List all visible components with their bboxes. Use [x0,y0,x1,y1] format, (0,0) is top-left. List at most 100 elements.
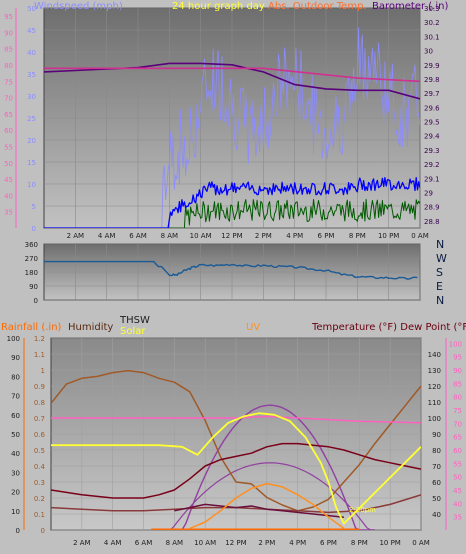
direction-tick: 180 [25,269,38,277]
barometer-tick: 30.2 [424,19,440,27]
temp-tick: 90 [4,29,13,37]
humidity-tick: 90 [11,354,20,362]
wind-low-series [44,198,420,228]
rain-tick: 0.7 [34,415,45,423]
dewpoint-tick: 85 [453,380,462,388]
barometer-tick: 30.1 [424,33,440,41]
thsw-label: THSW [119,315,150,326]
temperature-tick: 130 [428,367,441,375]
temperature-tick: 120 [428,383,441,391]
time-tick: 4 PM [289,539,306,547]
humidity-tick: 50 [11,431,20,439]
barometer-tick: 30 [424,48,433,56]
windspeed-tick: 45 [27,27,36,35]
temp-tick: 35 [4,209,13,217]
windspeed-tick: 40 [27,49,36,57]
time-tick: 12 PM [225,539,246,547]
time-tick: 8 PM [349,232,366,240]
time-tick: 4 PM [286,232,303,240]
rainfall-label: Rainfall (.in) [1,322,62,333]
temp-tick: 45 [4,176,13,184]
direction-tick: 0 [34,297,38,305]
rain-tick: 0.6 [34,431,46,439]
windspeed-tick: 5 [32,203,36,211]
wind-marks [44,27,420,228]
time-tick: 10 PM [379,539,400,547]
dewpoint-tick: 50 [453,474,462,482]
humidity-tick: 70 [11,393,20,401]
barometer-tick: 29 [424,190,433,198]
direction-tick: 270 [25,255,38,263]
wind-average-series [44,176,420,228]
temp-dewpoint-label: Temperature (°F) Dew Point (°F) [311,322,466,333]
temp-tick: 75 [4,78,13,86]
compass-label: E [436,280,443,293]
windspeed-tick: 25 [27,115,36,123]
barometer-tick: 29.1 [424,175,440,183]
dewpoint-tick: 75 [453,407,462,415]
time-tick: 8 PM [351,539,368,547]
pink_line-series [51,415,421,424]
time-tick: 8 AM [161,232,179,240]
time-tick: 2 AM [67,232,85,240]
windspeed-label: Windspeed (mph) [34,1,123,12]
uv-series [189,482,345,530]
time-tick: 2 PM [255,232,272,240]
dewpoint-tick: 60 [453,447,462,455]
time-tick: 4 AM [98,232,116,240]
temperature-tick: 40 [432,511,441,519]
time-tick: 6 PM [320,539,337,547]
outdoor-series [44,67,420,83]
temp-tick: 65 [4,111,13,119]
wind-direction-series [44,260,418,280]
barometer-tick: 28.8 [424,218,440,226]
rain-tick: 0 [41,527,45,535]
solar-peak-annotation: 2:30pm [349,506,376,514]
wind-direction-marks [44,260,418,280]
barometer-tick: 30.3 [424,5,440,13]
dewpoint-tick: 45 [453,487,462,495]
humidity-tick: 0 [16,527,20,535]
rain-tick: 0.5 [34,447,45,455]
direction-tick: 360 [25,241,38,249]
dewpoint-tick: 55 [453,460,462,468]
barometer-tick: 29.3 [424,147,440,155]
solar-series [51,412,421,525]
dewpoint-tick: 80 [453,394,462,402]
humidity-tick: 40 [11,450,20,458]
windspeed-tick: 20 [27,137,36,145]
time-tick: 10 AM [190,232,212,240]
solar-label: Solar [120,326,146,337]
graph-title: 24 hour graph day [172,1,265,12]
barometer-tick: 28.9 [424,204,440,212]
wind-axes: 0 5 10 15 20 25 30 35 40 45 50 35 40 45 50 55 60 65 70 75 80… [4,5,440,240]
barometer-label: Barometer (.in) [372,1,448,12]
humidity-tick: 20 [11,489,20,497]
dewpoint-tick: 70 [453,420,462,428]
windspeed-tick: 30 [27,93,36,101]
time-tick: 0 AM [411,232,429,240]
temp-tick: 70 [4,95,13,103]
rain-tick: 1.1 [34,351,45,359]
temperature-grid [51,337,422,531]
barometer-tick: 29.7 [424,90,440,98]
humidity-label: Humidity [68,322,113,333]
dewpoint-tick: 95 [453,354,462,362]
rain-tick: 1 [41,367,45,375]
temp-tick: 85 [4,46,13,54]
barometer-tick: 29.4 [424,133,440,141]
barometer-tick: 29.9 [424,62,440,70]
rain-tick: 0.2 [34,495,45,503]
temperature-tick: 60 [432,479,441,487]
humidity-series [51,369,421,512]
time-tick: 2 PM [258,539,275,547]
dewpoint-tick: 35 [453,514,462,522]
time-tick: 4 AM [104,539,122,547]
temperature-tick: 80 [432,447,441,455]
direction-tick: 90 [29,283,38,291]
rain-tick: 0.3 [34,479,45,487]
uv-secondary-arc [158,462,375,530]
time-tick: 12 PM [221,232,242,240]
